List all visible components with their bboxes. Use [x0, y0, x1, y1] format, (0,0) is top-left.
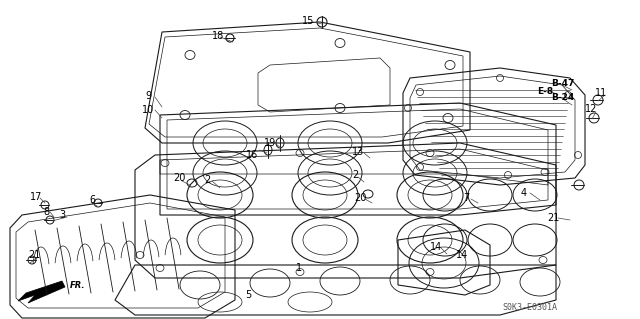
- Text: 21: 21: [547, 213, 559, 223]
- Text: 3: 3: [59, 210, 65, 220]
- Text: 20: 20: [173, 173, 185, 183]
- Text: 20: 20: [354, 193, 366, 203]
- Text: S0K3-E0301A: S0K3-E0301A: [502, 303, 557, 313]
- Text: E-8: E-8: [537, 86, 553, 95]
- Text: 4: 4: [521, 188, 527, 198]
- Text: 14: 14: [430, 242, 442, 252]
- Text: 6: 6: [89, 195, 95, 205]
- Text: 13: 13: [352, 147, 364, 157]
- Text: 2: 2: [204, 175, 210, 185]
- Text: 21: 21: [28, 250, 40, 260]
- Text: 18: 18: [212, 31, 224, 41]
- Text: 15: 15: [302, 16, 314, 26]
- Polygon shape: [18, 281, 65, 303]
- Text: 12: 12: [585, 104, 597, 114]
- Text: 9: 9: [145, 91, 151, 101]
- Text: 1: 1: [296, 263, 302, 273]
- Text: 2: 2: [352, 170, 358, 180]
- Text: 8: 8: [43, 207, 49, 217]
- Text: B-47: B-47: [551, 78, 575, 87]
- Text: 7: 7: [463, 193, 469, 203]
- Text: FR.: FR.: [70, 280, 86, 290]
- Text: B-24: B-24: [552, 93, 575, 101]
- Text: 11: 11: [595, 88, 607, 98]
- Text: 14: 14: [456, 250, 468, 260]
- Text: 10: 10: [142, 105, 154, 115]
- Text: 17: 17: [30, 192, 42, 202]
- Text: 19: 19: [264, 138, 276, 148]
- Text: 5: 5: [245, 290, 251, 300]
- Text: 16: 16: [246, 150, 258, 160]
